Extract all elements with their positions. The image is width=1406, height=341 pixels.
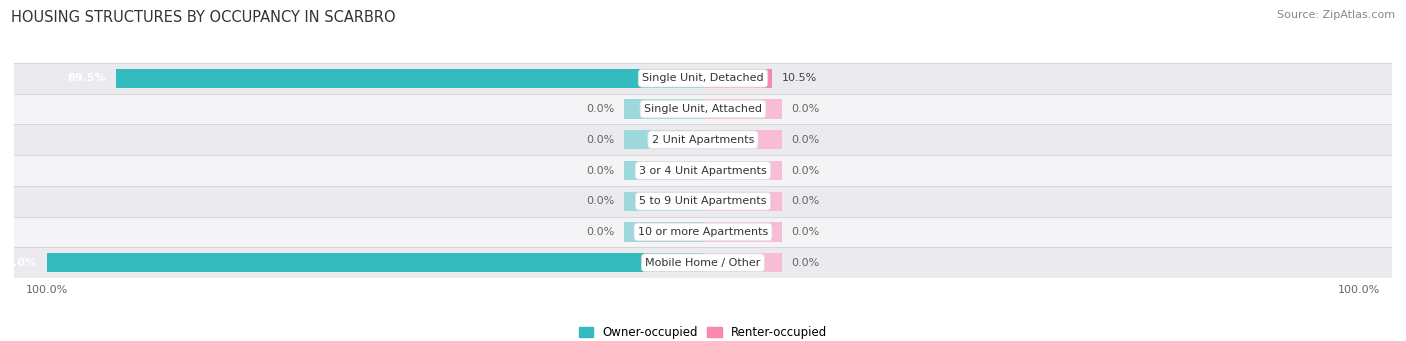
Text: 0.0%: 0.0%: [586, 104, 614, 114]
Text: 0.0%: 0.0%: [792, 135, 820, 145]
Bar: [14, 155, 1392, 186]
Text: 10 or more Apartments: 10 or more Apartments: [638, 227, 768, 237]
Text: 0.0%: 0.0%: [792, 258, 820, 268]
Text: 0.0%: 0.0%: [792, 104, 820, 114]
Bar: [14, 124, 1392, 155]
Text: Single Unit, Detached: Single Unit, Detached: [643, 73, 763, 83]
Text: 3 or 4 Unit Apartments: 3 or 4 Unit Apartments: [640, 165, 766, 176]
Bar: [46, 253, 703, 272]
Bar: [624, 222, 703, 241]
Bar: [703, 130, 782, 149]
Bar: [14, 63, 1392, 94]
Text: 0.0%: 0.0%: [792, 165, 820, 176]
Legend: Owner-occupied, Renter-occupied: Owner-occupied, Renter-occupied: [574, 321, 832, 341]
Text: 10.5%: 10.5%: [782, 73, 817, 83]
Bar: [703, 253, 782, 272]
Bar: [14, 217, 1392, 247]
Bar: [14, 94, 1392, 124]
Text: Source: ZipAtlas.com: Source: ZipAtlas.com: [1277, 10, 1395, 20]
Bar: [624, 161, 703, 180]
Bar: [703, 100, 782, 119]
Text: 2 Unit Apartments: 2 Unit Apartments: [652, 135, 754, 145]
Bar: [624, 192, 703, 211]
Text: 0.0%: 0.0%: [586, 165, 614, 176]
Text: Single Unit, Attached: Single Unit, Attached: [644, 104, 762, 114]
Text: 5 to 9 Unit Apartments: 5 to 9 Unit Apartments: [640, 196, 766, 206]
Text: 0.0%: 0.0%: [586, 227, 614, 237]
Bar: [703, 222, 782, 241]
Bar: [703, 192, 782, 211]
Bar: [115, 69, 703, 88]
Text: HOUSING STRUCTURES BY OCCUPANCY IN SCARBRO: HOUSING STRUCTURES BY OCCUPANCY IN SCARB…: [11, 10, 396, 25]
Text: 100.0%: 100.0%: [0, 258, 37, 268]
Bar: [703, 161, 782, 180]
Bar: [703, 69, 772, 88]
Text: 0.0%: 0.0%: [792, 227, 820, 237]
Text: Mobile Home / Other: Mobile Home / Other: [645, 258, 761, 268]
Bar: [624, 130, 703, 149]
Bar: [624, 100, 703, 119]
Text: 0.0%: 0.0%: [586, 135, 614, 145]
Text: 0.0%: 0.0%: [586, 196, 614, 206]
Bar: [14, 247, 1392, 278]
Bar: [14, 186, 1392, 217]
Text: 0.0%: 0.0%: [792, 196, 820, 206]
Text: 89.5%: 89.5%: [67, 73, 105, 83]
